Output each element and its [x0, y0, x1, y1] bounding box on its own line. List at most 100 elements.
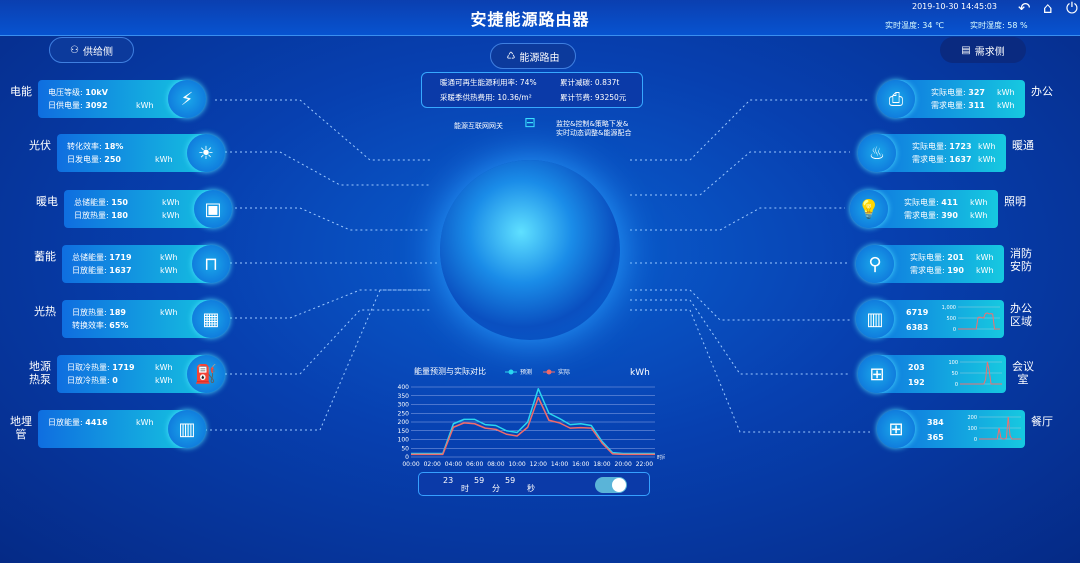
document-icon: ▤ [961, 44, 971, 56]
demand-card[interactable]: 203 192 100 50 0 ⊞ [858, 355, 1006, 393]
x-tick-label: 10:00 [508, 461, 525, 468]
demand-label: 暖通 [1012, 139, 1034, 152]
y-tick-label: 350 [398, 393, 410, 400]
energy-router-button[interactable]: ♺ 能源路由 [490, 43, 576, 69]
supply-label: 光热 [34, 305, 56, 318]
demand-label: 消防安防 [1010, 247, 1032, 273]
demand-value: 365 [927, 433, 944, 442]
tick-label: 50 [952, 371, 958, 377]
demand-value: 6383 [906, 323, 929, 332]
supply-row: 日放能量: 4416 kWh [48, 418, 154, 427]
auto-toggle[interactable] [595, 477, 627, 493]
y-tick-label: 150 [398, 428, 410, 435]
demand-row: 需求电量: 190 kWh [910, 266, 994, 275]
demand-card[interactable]: 6719 6383 1,000 500 0 ▥ [856, 300, 1004, 338]
bulb-icon: 💡 [850, 190, 888, 228]
demand-card[interactable]: 实际电量: 411 kWh 需求电量: 390 kWh 💡 [850, 190, 998, 228]
supply-card[interactable]: 电压等级: 10kV 日供电量: 3092 kWh ⚡ [38, 80, 206, 118]
series-line-预测 [411, 388, 655, 455]
countdown-timer: 23 时 59 分 59 秒 [418, 472, 650, 496]
demand-card[interactable]: 实际电量: 327 kWh 需求电量: 311 kWh ⎙ [877, 80, 1025, 118]
x-axis-label: 时间 [657, 454, 665, 461]
supply-row: 日取冷热量: 1719 kWh [67, 363, 173, 372]
legend-label: 实际 [558, 368, 570, 376]
ground-pipe-icon: ▥ [168, 410, 206, 448]
supply-row: 总储能量: 1719 kWh [72, 253, 178, 262]
tick-label: 0 [953, 327, 956, 333]
page-title: 安捷能源路由器 [470, 10, 590, 29]
demand-label: 餐厅 [1031, 415, 1053, 428]
chart-unit: kWh [630, 368, 650, 378]
timer-seconds: 59 [505, 476, 516, 485]
x-tick-label: 00:00 [402, 461, 419, 468]
humidity: 实时湿度: 58 % [970, 21, 1028, 30]
legend-marker [546, 369, 552, 375]
building-icon: ▥ [856, 300, 894, 338]
toggle-knob [612, 478, 626, 492]
sun-icon: ☀ [187, 134, 225, 172]
y-tick-label: 250 [398, 410, 410, 417]
supply-row: 转化效率: 18% [67, 142, 124, 151]
supply-card[interactable]: 转化效率: 18% 日发电量: 250 kWh ☀ [57, 134, 225, 172]
supply-label: 电能 [10, 85, 32, 98]
supply-row: 电压等级: 10kV [48, 88, 108, 97]
actual-value: 6719 [906, 308, 929, 317]
y-tick-label: 200 [398, 419, 410, 426]
supply-side-button[interactable]: ⚇ 供给侧 [49, 37, 134, 63]
demand-row: 实际电量: 411 kWh [904, 198, 988, 207]
demand-row: 实际电量: 201 kWh [910, 253, 994, 262]
gateway-description: 监控&控制&策略下发& 实时动态调整&能源配合 [556, 120, 632, 137]
supply-card[interactable]: 日放能量: 4416 kWh ▥ [38, 410, 206, 448]
heating-cost: 采暖季供热费用: 10.36/m² [440, 93, 532, 102]
timer-seconds-unit: 秒 [527, 484, 535, 493]
tick-label: 200 [967, 415, 977, 421]
extinguisher-icon: ⚲ [856, 245, 894, 283]
stats-panel: 暖通可再生能源利用率: 74% 累计减碳: 0.837t 采暖季供热费用: 10… [421, 72, 643, 108]
home-icon[interactable]: ⌂ [1043, 0, 1053, 17]
timer-minutes: 59 [474, 476, 485, 485]
power-icon[interactable]: ⏻ [1066, 0, 1078, 17]
supply-card[interactable]: 总储能量: 150 kWh 日放热量: 180 kWh ▣ [64, 190, 232, 228]
demand-label: 照明 [1004, 195, 1026, 208]
x-tick-label: 02:00 [424, 461, 441, 468]
tick-label: 0 [974, 437, 977, 443]
demand-card[interactable]: 384 365 200 100 0 ⊞ [877, 410, 1025, 448]
x-tick-label: 22:00 [636, 461, 653, 468]
tick-label: 1,000 [942, 305, 956, 311]
demand-label: 办公 [1031, 85, 1053, 98]
demand-row: 需求电量: 390 kWh [904, 211, 988, 220]
x-tick-label: 06:00 [466, 461, 483, 468]
supply-label: 地埋管 [10, 415, 32, 441]
undo-icon[interactable]: ↶ [1018, 0, 1031, 17]
supply-label: 光伏 [29, 139, 51, 152]
supply-row: 总储能量: 150 kWh [74, 198, 180, 207]
desk-icon: ⊞ [877, 410, 915, 448]
renewable-rate: 暖通可再生能源利用率: 74% [440, 78, 537, 87]
hierarchy-icon: ⚇ [70, 44, 79, 56]
y-tick-label: 100 [398, 437, 410, 444]
datetime: 2019-10-30 14:45:03 [912, 2, 997, 11]
solar-panel-icon: ▦ [192, 300, 230, 338]
demand-row: 需求电量: 1637 kWh [912, 155, 996, 164]
heat-pump-icon: ⛽ [187, 355, 225, 393]
globe-graphic [440, 160, 620, 340]
demand-row: 实际电量: 1723 kWh [912, 142, 996, 151]
supply-card[interactable]: 日取冷热量: 1719 kWh 日放冷热量: 0 kWh ⛽ [57, 355, 225, 393]
tick-label: 100 [967, 426, 977, 432]
x-tick-label: 08:00 [487, 461, 504, 468]
lightning-icon: ⚡ [168, 80, 206, 118]
cost-saving: 累计节费: 93250元 [560, 93, 627, 102]
meter-icon: ▣ [194, 190, 232, 228]
supply-row: 转换效率: 65% [72, 321, 129, 330]
demand-card[interactable]: 实际电量: 201 kWh 需求电量: 190 kWh ⚲ [856, 245, 1004, 283]
supply-row: 日放冷热量: 0 kWh [67, 376, 173, 385]
mini-series-line [979, 416, 1021, 440]
supply-row: 日供电量: 3092 kWh [48, 101, 154, 110]
header [0, 0, 1080, 36]
demand-card[interactable]: 实际电量: 1723 kWh 需求电量: 1637 kWh ♨ [858, 134, 1006, 172]
supply-card[interactable]: 日放热量: 189 kWh 转换效率: 65% ▦ [62, 300, 230, 338]
supply-card[interactable]: 总储能量: 1719 kWh 日放能量: 1637 kWh ⊓ [62, 245, 230, 283]
demand-side-button[interactable]: ▤ 需求侧 [940, 37, 1026, 63]
